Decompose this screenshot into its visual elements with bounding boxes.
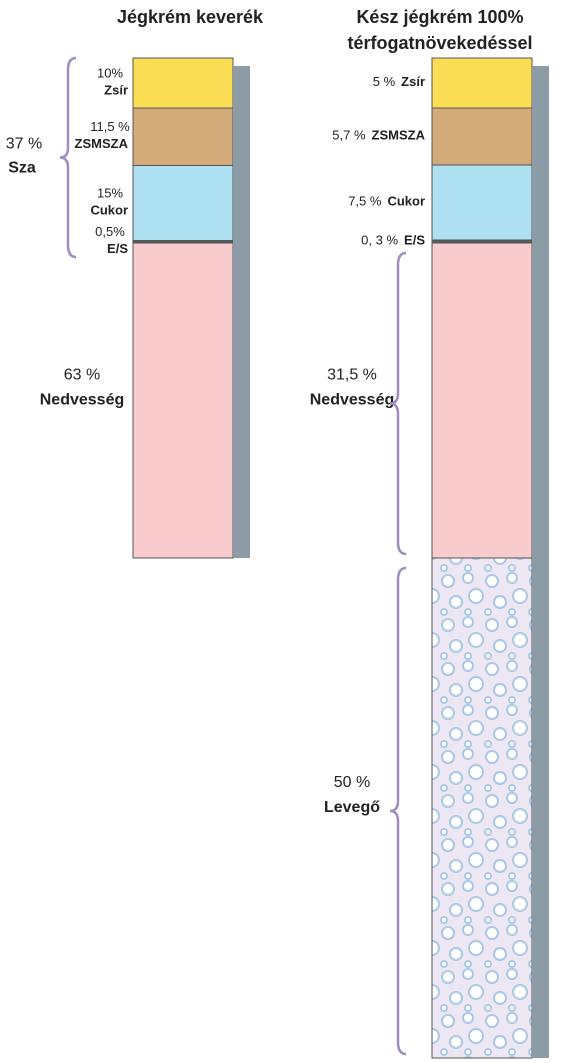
segment-text: 5 % Zsír — [373, 74, 425, 89]
segment — [132, 57, 234, 109]
segment — [431, 107, 533, 166]
segment — [132, 107, 234, 166]
value-label: 63 % — [64, 367, 100, 384]
segment-label: ZSMSZA — [75, 136, 129, 151]
brace — [389, 251, 407, 556]
value-label: 50 % — [334, 774, 370, 791]
segment-label: ZSMSZA — [372, 128, 426, 143]
segment — [431, 557, 533, 1059]
segment-label: Cukor — [90, 202, 128, 217]
segment-label: Zsír — [401, 74, 425, 89]
value-label: 10% — [97, 65, 123, 80]
brace — [59, 56, 77, 259]
annotation-value: 37 % — [6, 136, 42, 153]
segment-label: Cukor — [387, 194, 425, 209]
segment-label: Levegő — [324, 799, 380, 816]
segment — [132, 165, 234, 241]
chart-title: Jégkrém keverék — [117, 7, 264, 27]
segment-label: Nedvesség — [40, 392, 125, 409]
segment — [431, 164, 533, 241]
segment-label: Zsír — [104, 82, 128, 97]
chart-title: Kész jégkrém 100% — [356, 7, 523, 27]
column-side — [233, 66, 250, 558]
segment-text: 7,5 % Cukor — [348, 194, 425, 209]
segment — [132, 242, 234, 559]
value-label: 31,5 % — [327, 367, 377, 384]
segment-label: E/S — [404, 233, 425, 248]
segment — [431, 57, 533, 109]
segment-label: E/S — [107, 241, 128, 256]
value-label: 0, 3 % — [361, 233, 398, 248]
brace — [389, 566, 407, 1056]
value-label: 5 % — [373, 74, 396, 89]
value-label: 11,5 % — [90, 119, 130, 134]
value-label: 5,7 % — [332, 128, 366, 143]
value-label: 7,5 % — [348, 194, 382, 209]
segment-text: 5,7 % ZSMSZA — [332, 128, 425, 143]
segment — [431, 242, 533, 559]
value-label: 15% — [97, 185, 123, 200]
annotation-label: Sza — [8, 160, 36, 177]
segment-text: 0, 3 % E/S — [361, 233, 425, 248]
value-label: 0,5% — [95, 224, 125, 239]
segment-label: Nedvesség — [310, 392, 395, 409]
chart-title: térfogatnövekedéssel — [347, 33, 532, 53]
column-side — [532, 66, 549, 1058]
